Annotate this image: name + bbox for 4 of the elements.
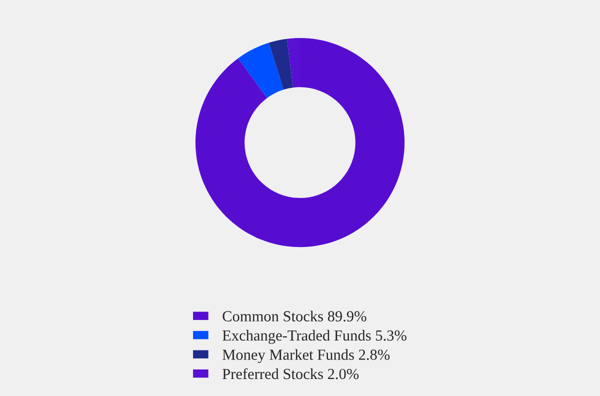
legend-label: Exchange-Traded Funds 5.3%: [222, 330, 406, 344]
legend-label: Preferred Stocks 2.0%: [222, 368, 359, 380]
legend-label: Common Stocks 89.9%: [222, 310, 366, 322]
legend-label: Money Market Funds 2.8%: [222, 349, 390, 364]
